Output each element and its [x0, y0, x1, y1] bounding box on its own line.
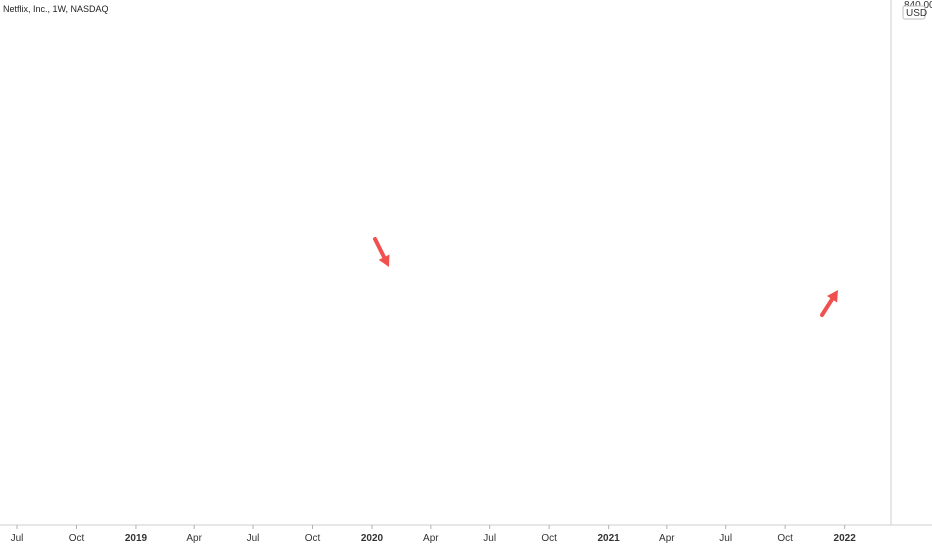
symbol-title: Netflix, Inc., 1W, NASDAQ — [3, 4, 109, 14]
x-tick-label: Jul — [719, 533, 732, 544]
currency-label: USD — [906, 8, 927, 19]
x-tick-label: Oct — [777, 533, 793, 544]
down-arrow-annotation-shaft — [373, 237, 387, 260]
x-tick-label: Apr — [659, 533, 675, 544]
annotations-layer — [373, 237, 838, 317]
x-tick-label: Oct — [305, 533, 321, 544]
up-arrow-annotation-head — [827, 290, 838, 303]
time-axis[interactable]: Jul Oct 2019 Apr Jul Oct 2020 Apr Jul Oct 2021 Apr J… — [11, 525, 857, 544]
down-arrow-annotation[interactable] — [373, 237, 390, 267]
x-tick-label: 2019 — [125, 533, 148, 544]
x-tick-label: 2022 — [834, 533, 857, 544]
x-tick-label: Jul — [483, 533, 496, 544]
x-tick-label: 2020 — [361, 533, 384, 544]
down-arrow-annotation-head — [378, 254, 390, 267]
x-tick-label: 2021 — [598, 533, 621, 544]
x-tick-label: Oct — [541, 533, 557, 544]
x-tick-label: Jul — [11, 533, 24, 544]
x-tick-label: Jul — [247, 533, 260, 544]
up-arrow-annotation-shaft — [820, 297, 835, 317]
x-tick-label: Apr — [186, 533, 202, 544]
x-tick-label: Oct — [69, 533, 85, 544]
up-arrow-annotation[interactable] — [820, 290, 838, 317]
x-tick-label: Apr — [423, 533, 439, 544]
currency-button[interactable] — [902, 5, 926, 20]
